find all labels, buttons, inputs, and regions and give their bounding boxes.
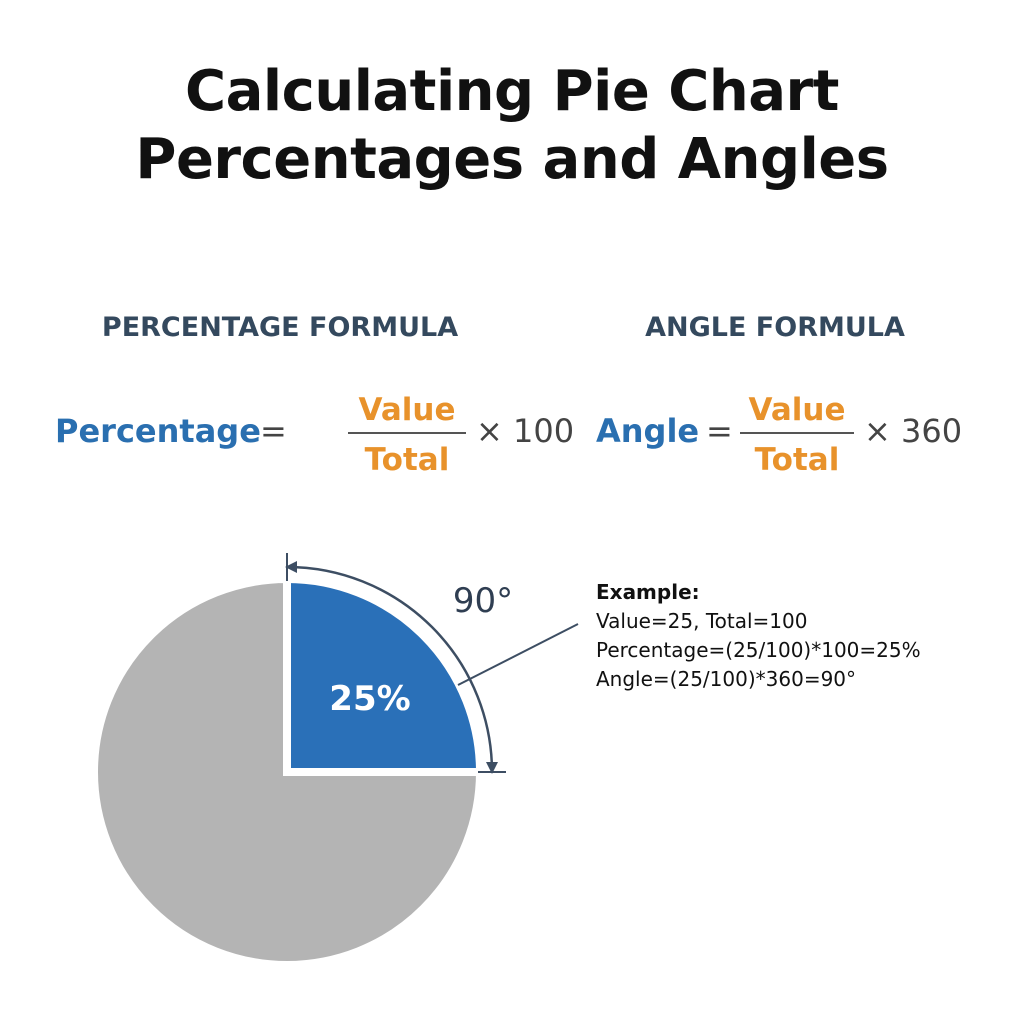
example-leader-line <box>457 623 579 686</box>
angle-denominator: Total <box>754 442 840 478</box>
pie-remaining-slice <box>90 574 485 969</box>
percentage-multiplier: × 100 <box>476 412 575 450</box>
example-title: Example: <box>596 580 700 604</box>
slice-percentage-label: 25% <box>329 679 410 719</box>
angle-formula-lhs: Angle <box>596 412 700 450</box>
example-line-2: Percentage=(25/100)*100=25% <box>596 638 921 662</box>
percentage-formula-lhs: Percentage <box>55 412 261 450</box>
angle-degree-label: 90° <box>453 581 513 621</box>
angle-numerator: Value <box>748 392 846 428</box>
example-line-1: Value=25, Total=100 <box>596 609 808 633</box>
percentage-fraction-bar <box>348 432 466 434</box>
angle-formula-heading: ANGLE FORMULA <box>645 312 905 343</box>
pie-diagram: 25% 90° <box>90 553 579 969</box>
angle-arc-arrow <box>285 561 498 774</box>
example-line-3: Angle=(25/100)*360=90° <box>596 667 857 691</box>
percentage-formula-heading: PERCENTAGE FORMULA <box>101 312 459 343</box>
percentage-denominator: Total <box>364 442 450 478</box>
pie-highlight-slice <box>283 574 485 776</box>
angle-multiplier: × 360 <box>864 412 963 450</box>
angle-fraction-bar <box>740 432 854 434</box>
example-box: Example: Value=25, Total=100 Percentage=… <box>596 578 921 694</box>
percentage-numerator: Value <box>358 392 456 428</box>
title-line-2: Percentages and Angles <box>135 127 889 192</box>
page-title: Calculating Pie Chart Percentages and An… <box>0 58 1024 194</box>
title-line-1: Calculating Pie Chart <box>185 59 839 124</box>
angle-formula-equals: = <box>706 412 733 450</box>
angle-fraction: Value Total <box>740 392 854 480</box>
percentage-fraction: Value Total <box>348 392 466 480</box>
percentage-formula-equals: = <box>260 412 287 450</box>
